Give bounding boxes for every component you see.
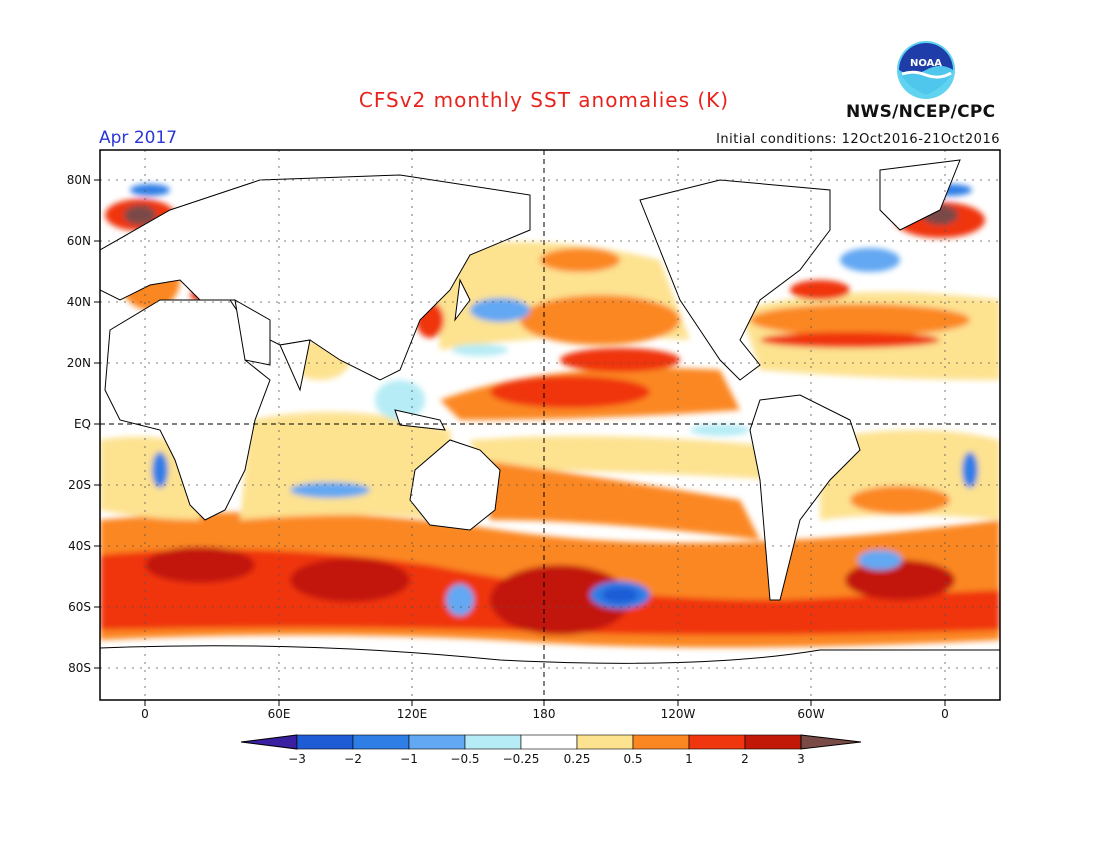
colorbar-label: 0.25	[564, 752, 591, 766]
graticule	[100, 150, 1000, 700]
lat-label: 80S	[68, 661, 91, 675]
japan-landmass	[454, 278, 471, 322]
continents	[100, 159, 1000, 700]
colorbar-label: −0.5	[450, 752, 479, 766]
lon-label: 60W	[797, 707, 824, 721]
colorbar-label: −2	[344, 752, 362, 766]
antarctica-landmass	[100, 645, 1000, 700]
valid-month-label: Apr 2017	[99, 128, 178, 148]
map-frame	[99, 149, 1001, 701]
north-america-landmass	[639, 179, 831, 381]
colorbar-swatch	[408, 734, 466, 750]
colorbar: −3 −2 −1 −0.5 −0.25 0.25 0.5 1 2 3	[240, 734, 862, 766]
colorbar-label: 0.5	[623, 752, 642, 766]
arabia-landmass	[234, 299, 271, 366]
lat-label: 20S	[68, 478, 91, 492]
initial-conditions-label: Initial conditions: 12Oct2016-21Oct2016	[716, 132, 1000, 147]
greenland-landmass	[879, 159, 961, 231]
colorbar-swatch	[352, 734, 410, 750]
colorbar-label: −0.25	[503, 752, 540, 766]
logo-text: NOAA	[910, 58, 942, 69]
lat-label: 60S	[68, 600, 91, 614]
australia-landmass	[409, 439, 501, 531]
colorbar-swatch	[464, 734, 522, 750]
colorbar-swatch	[688, 734, 746, 750]
lon-label: 0	[941, 707, 949, 721]
colorbar-swatch	[576, 734, 634, 750]
colorbar-swatch	[296, 734, 354, 750]
colorbar-label: 2	[741, 752, 749, 766]
lon-label: 180	[533, 707, 556, 721]
indonesia-landmass	[394, 409, 446, 431]
colorbar-label: 1	[685, 752, 693, 766]
chart-title: CFSv2 monthly SST anomalies (K)	[358, 88, 730, 112]
lat-label: 40S	[68, 539, 91, 553]
colorbar-label: −1	[400, 752, 418, 766]
lat-label: 60N	[67, 234, 91, 248]
agency-label: NWS/NCEP/CPC	[846, 102, 996, 122]
lat-label: 80N	[67, 173, 91, 187]
south-america-landmass	[749, 394, 861, 601]
eurasia-landmass	[100, 174, 531, 381]
lon-axis	[144, 700, 946, 706]
colorbar-low-arrow	[240, 734, 298, 750]
lat-axis	[94, 179, 100, 669]
noaa-logo-icon: NOAA	[897, 41, 955, 99]
colorbar-label: 3	[797, 752, 805, 766]
lon-label: 120E	[397, 707, 428, 721]
colorbar-swatch	[632, 734, 690, 750]
colorbar-label: −3	[288, 752, 306, 766]
lat-label: 20N	[67, 356, 91, 370]
colorbar-swatch	[520, 734, 578, 750]
lat-label: EQ	[74, 417, 91, 431]
colorbar-high-arrow	[800, 734, 862, 750]
india-landmass	[279, 339, 311, 392]
lon-label: 60E	[268, 707, 291, 721]
lat-label: 40N	[67, 295, 91, 309]
colorbar-swatch	[744, 734, 802, 750]
lon-label: 0	[141, 707, 149, 721]
lon-label: 120W	[661, 707, 696, 721]
